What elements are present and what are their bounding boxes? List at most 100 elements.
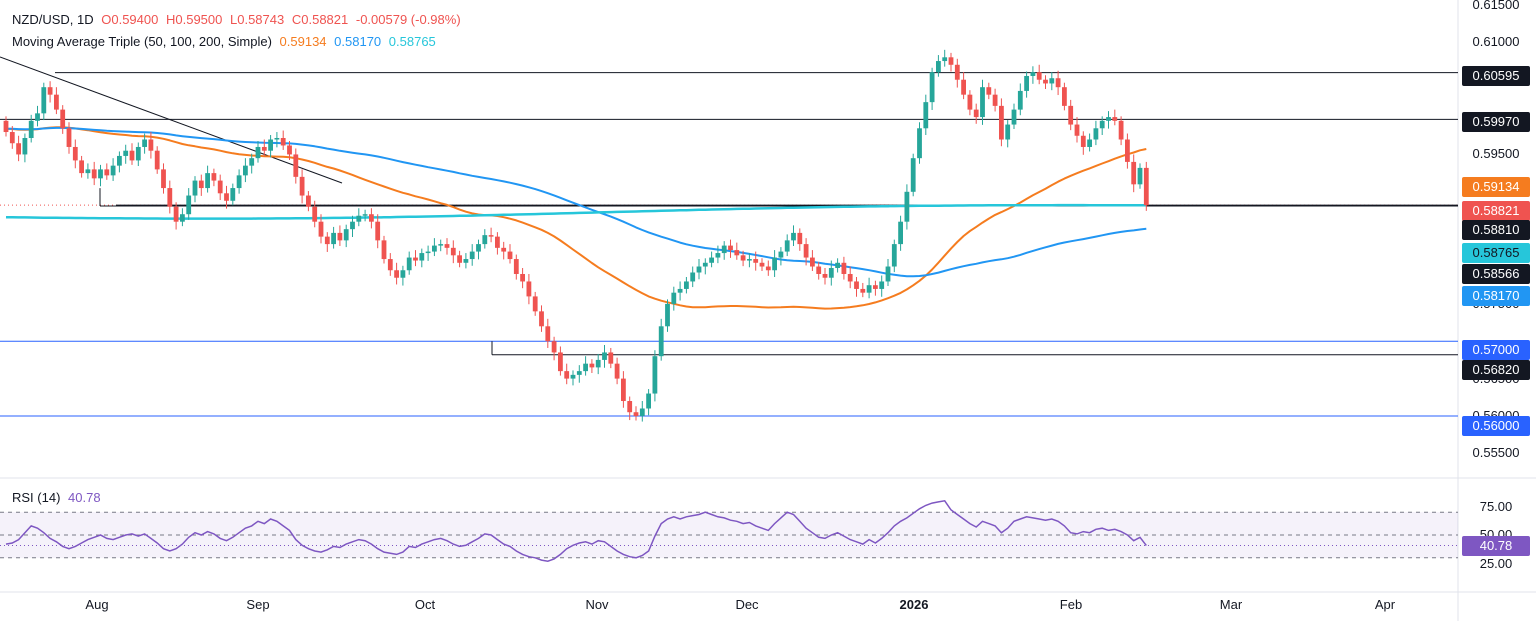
price-badge: 0.57000: [1462, 340, 1530, 360]
candle-body: [268, 139, 273, 151]
candle-body: [835, 262, 840, 269]
price-tick-label: 0.59500: [1472, 146, 1520, 162]
candle-body: [236, 175, 242, 189]
candle-body: [784, 240, 790, 252]
candle-body: [917, 128, 922, 159]
candle-body: [255, 146, 261, 159]
candle-body: [356, 215, 362, 222]
candle-body: [457, 255, 462, 263]
candle-body: [1049, 78, 1055, 84]
candle-body: [822, 273, 828, 278]
candle-body: [873, 285, 878, 289]
candle-body: [539, 311, 544, 327]
candle-body: [828, 268, 834, 278]
candle-body: [551, 341, 557, 353]
symbol-label[interactable]: NZD/USD, 1D: [12, 12, 94, 27]
candle-body: [627, 401, 633, 413]
moving-averages: [5, 126, 1147, 310]
candle-body: [324, 236, 330, 245]
candle-body: [438, 244, 444, 246]
time-tick-label: Feb: [1059, 597, 1083, 612]
rsi-value-badge: 40.78: [1462, 535, 1530, 556]
candle-body: [350, 221, 355, 230]
time-tick-label: Apr: [1374, 597, 1396, 612]
candle-body: [545, 326, 551, 342]
time-tick-label: 2026: [899, 597, 929, 612]
ma50-line: [5, 126, 1147, 310]
candle-body: [469, 251, 475, 260]
change-value: -0.00579 (-0.98%): [355, 12, 461, 27]
candle-body: [287, 145, 292, 155]
candle-body: [47, 87, 53, 95]
horizontal-levels[interactable]: [0, 72, 1458, 417]
time-tick-label: Nov: [585, 597, 609, 612]
ma-legend-label[interactable]: Moving Average Triple (50, 100, 200, Sim…: [12, 34, 272, 49]
candle-body: [967, 94, 973, 110]
candle-body: [759, 262, 765, 267]
candle-body: [709, 257, 714, 263]
candle-body: [135, 146, 141, 161]
price-tick-label: 0.61500: [1472, 0, 1520, 12]
candle-body: [173, 206, 179, 222]
candle-body: [110, 165, 116, 176]
candle-body: [1112, 117, 1118, 121]
candle-body: [558, 352, 563, 372]
candle-body: [513, 259, 519, 274]
candle-body: [885, 266, 891, 282]
ma50-value: 0.59134: [279, 34, 327, 49]
candle-body: [72, 146, 78, 161]
candle-body: [639, 408, 645, 416]
candle-body: [954, 64, 960, 80]
rsi-tick-label: 75.00: [1479, 498, 1513, 514]
candle-body: [104, 169, 110, 176]
candle-body: [614, 363, 620, 379]
candle-body: [841, 262, 847, 274]
candle-body: [715, 253, 721, 258]
price-tick-label: 0.55500: [1472, 445, 1520, 461]
candle-body: [192, 180, 198, 196]
ohlc-legend: NZD/USD, 1D O0.59400 H0.59500 L0.58743 C…: [12, 12, 465, 27]
open-value: O0.59400: [101, 12, 159, 27]
candle-body: [413, 257, 418, 261]
candle-body: [734, 250, 740, 256]
candle-body: [1099, 120, 1105, 129]
candle-body: [211, 173, 217, 181]
candle-body: [753, 259, 759, 263]
candle-body: [387, 259, 393, 271]
candle-body: [677, 288, 683, 293]
candle-body: [1017, 90, 1023, 110]
candle-body: [142, 139, 147, 147]
candle-body: [810, 257, 815, 267]
candle-body: [167, 188, 173, 207]
candle-body: [154, 150, 160, 170]
candle-body: [778, 251, 784, 258]
candle-body: [230, 188, 236, 201]
rsi-legend-value: 40.78: [68, 490, 101, 505]
candle-body: [16, 143, 21, 155]
candle-body: [129, 150, 135, 161]
rsi-pane: [0, 499, 1458, 562]
price-badge: 0.60595: [1462, 66, 1530, 86]
price-badge: 0.58765: [1462, 243, 1530, 263]
candle-body: [66, 128, 72, 147]
candle-body: [375, 221, 381, 241]
candle-body: [28, 120, 34, 139]
candle-body: [570, 374, 576, 379]
rsi-legend: RSI (14) 40.78: [12, 490, 105, 505]
candle-body: [740, 255, 746, 261]
time-tick-label: Aug: [85, 597, 109, 612]
candle-body: [186, 195, 192, 215]
trendline-layer[interactable]: [0, 56, 343, 184]
candle-body: [476, 244, 481, 252]
rsi-line: [5, 499, 1147, 562]
candle-body: [337, 232, 343, 241]
candle-body: [1024, 75, 1029, 91]
rsi-legend-label[interactable]: RSI (14): [12, 490, 61, 505]
candle-body: [22, 138, 28, 155]
candle-body: [602, 352, 607, 360]
candle-body: [224, 193, 229, 201]
candle-body: [564, 371, 570, 379]
candle-body: [79, 160, 84, 174]
candle-body: [1030, 72, 1036, 76]
